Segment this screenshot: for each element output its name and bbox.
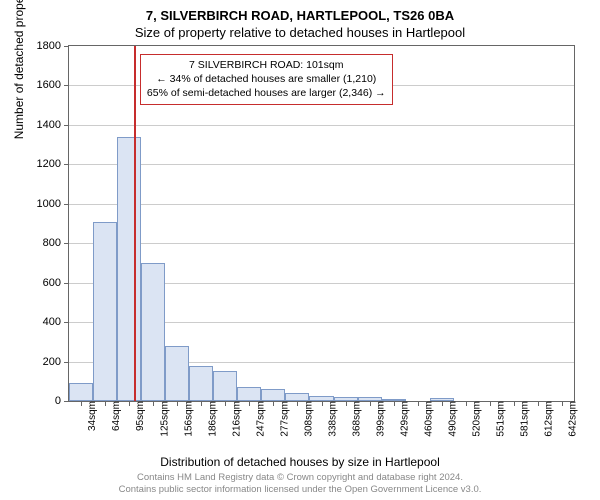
y-tick-label: 0	[55, 395, 69, 407]
property-marker-line	[134, 46, 136, 401]
grid-line	[69, 243, 574, 244]
annotation-line: 65% of semi-detached houses are larger (…	[147, 86, 386, 100]
x-tick-label: 551sqm	[490, 401, 507, 437]
chart-title-desc: Size of property relative to detached ho…	[0, 23, 600, 40]
x-tick-label: 581sqm	[514, 401, 531, 437]
x-tick-label: 460sqm	[418, 401, 435, 437]
plot-area: 02004006008001000120014001600180034sqm64…	[68, 45, 575, 402]
x-tick-label: 399sqm	[370, 401, 387, 437]
histogram-bar	[93, 222, 117, 401]
y-tick-label: 1600	[37, 79, 69, 91]
x-tick-label: 642sqm	[562, 401, 579, 437]
y-axis-title: Number of detached properties	[12, 0, 26, 139]
x-tick-label: 125sqm	[153, 401, 170, 437]
chart-container: 7, SILVERBIRCH ROAD, HARTLEPOOL, TS26 0B…	[0, 0, 600, 500]
y-tick-label: 1000	[37, 198, 69, 210]
x-tick-label: 247sqm	[249, 401, 266, 437]
x-axis-title: Distribution of detached houses by size …	[0, 455, 600, 469]
histogram-bar	[213, 371, 237, 401]
footer-attribution: Contains HM Land Registry data © Crown c…	[0, 472, 600, 496]
histogram-bar	[69, 383, 93, 401]
y-tick-label: 1200	[37, 158, 69, 170]
y-tick-label: 800	[43, 237, 69, 249]
x-tick-label: 64sqm	[105, 401, 122, 431]
x-tick-label: 338sqm	[322, 401, 339, 437]
grid-line	[69, 204, 574, 205]
y-tick-label: 400	[43, 316, 69, 328]
histogram-bar	[117, 137, 141, 401]
histogram-bar	[165, 346, 189, 401]
histogram-bar	[285, 393, 309, 401]
x-tick-label: 34sqm	[81, 401, 98, 431]
histogram-bar	[261, 389, 285, 401]
x-tick-label: 216sqm	[225, 401, 242, 437]
footer-line-1: Contains HM Land Registry data © Crown c…	[0, 472, 600, 484]
x-tick-label: 429sqm	[394, 401, 411, 437]
grid-line	[69, 164, 574, 165]
annotation-line: 7 SILVERBIRCH ROAD: 101sqm	[147, 58, 386, 72]
y-tick-label: 600	[43, 277, 69, 289]
x-tick-label: 520sqm	[466, 401, 483, 437]
annotation-box: 7 SILVERBIRCH ROAD: 101sqm← 34% of detac…	[140, 54, 393, 105]
y-tick-label: 1400	[37, 119, 69, 131]
chart-title-address: 7, SILVERBIRCH ROAD, HARTLEPOOL, TS26 0B…	[0, 0, 600, 23]
histogram-bar	[189, 366, 213, 402]
histogram-bar	[141, 263, 165, 401]
x-tick-label: 368sqm	[346, 401, 363, 437]
x-tick-label: 277sqm	[273, 401, 290, 437]
x-tick-label: 95sqm	[129, 401, 146, 431]
x-tick-label: 186sqm	[201, 401, 218, 437]
x-tick-label: 612sqm	[538, 401, 555, 437]
x-tick-label: 156sqm	[177, 401, 194, 437]
x-tick-label: 490sqm	[442, 401, 459, 437]
grid-line	[69, 125, 574, 126]
annotation-line: ← 34% of detached houses are smaller (1,…	[147, 72, 386, 86]
y-tick-label: 1800	[37, 40, 69, 52]
x-tick-label: 308sqm	[297, 401, 314, 437]
y-tick-label: 200	[43, 356, 69, 368]
histogram-bar	[237, 387, 261, 401]
footer-line-2: Contains public sector information licen…	[0, 484, 600, 496]
